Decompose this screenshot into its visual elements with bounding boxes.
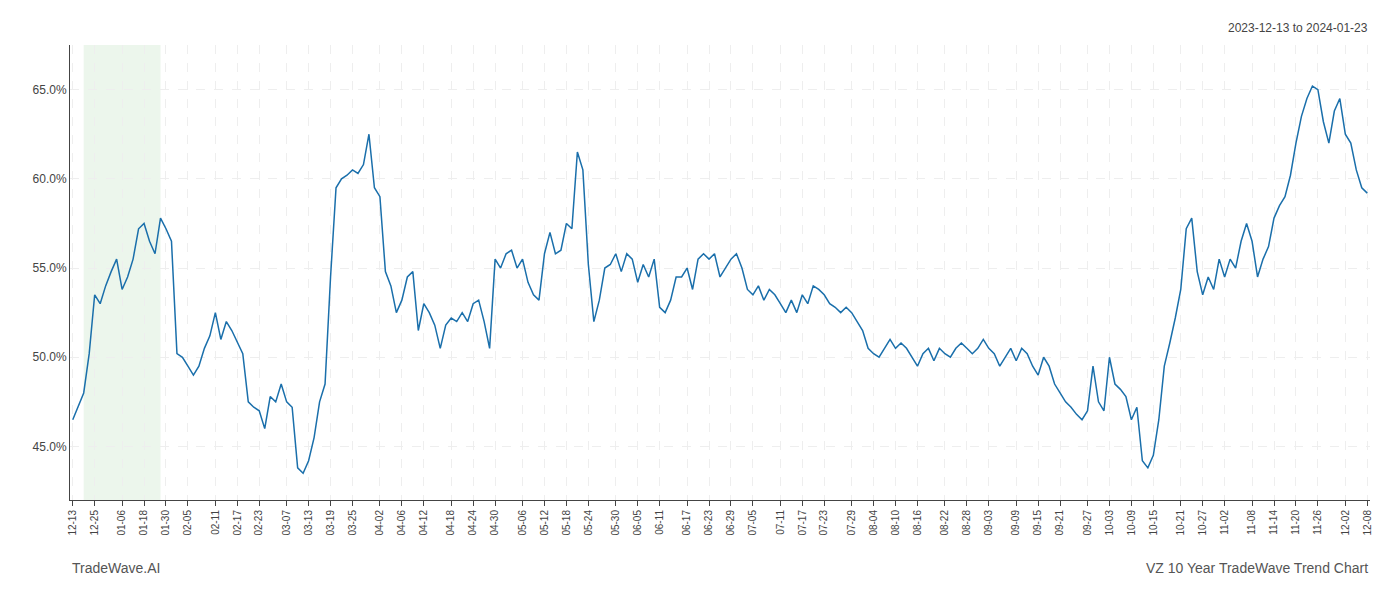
svg-text:08-22: 08-22 (939, 510, 950, 536)
svg-text:10-09: 10-09 (1126, 510, 1137, 536)
svg-text:12-02: 12-02 (1340, 510, 1351, 536)
svg-text:05-24: 05-24 (583, 510, 594, 536)
svg-text:07-29: 07-29 (846, 510, 857, 536)
svg-text:65.0%: 65.0% (33, 83, 67, 97)
svg-text:04-06: 04-06 (396, 510, 407, 536)
svg-text:60.0%: 60.0% (33, 172, 67, 186)
svg-text:10-03: 10-03 (1104, 510, 1115, 536)
svg-text:04-02: 04-02 (374, 510, 385, 536)
svg-text:03-13: 03-13 (303, 510, 314, 536)
svg-text:50.0%: 50.0% (33, 350, 67, 364)
svg-text:06-17: 06-17 (681, 510, 692, 536)
svg-text:09-03: 09-03 (983, 510, 994, 536)
svg-text:55.0%: 55.0% (33, 261, 67, 275)
svg-text:45.0%: 45.0% (33, 440, 67, 454)
svg-text:04-12: 04-12 (418, 510, 429, 536)
svg-text:11-20: 11-20 (1290, 510, 1301, 535)
svg-text:11-08: 11-08 (1246, 510, 1257, 535)
svg-text:08-10: 08-10 (890, 510, 901, 536)
svg-text:05-18: 05-18 (561, 510, 572, 536)
svg-text:06-11: 06-11 (654, 510, 665, 535)
svg-text:07-17: 07-17 (797, 510, 808, 536)
svg-text:09-21: 09-21 (1054, 510, 1065, 536)
svg-text:10-15: 10-15 (1148, 510, 1159, 536)
svg-text:03-07: 03-07 (281, 510, 292, 536)
svg-text:09-09: 09-09 (1010, 510, 1021, 536)
svg-text:02-23: 02-23 (253, 510, 264, 536)
svg-text:08-16: 08-16 (912, 510, 923, 536)
svg-text:07-05: 07-05 (747, 510, 758, 536)
svg-text:10-21: 10-21 (1175, 510, 1186, 536)
svg-text:12-08: 12-08 (1362, 510, 1373, 536)
svg-text:09-27: 09-27 (1082, 510, 1093, 536)
svg-text:03-25: 03-25 (347, 510, 358, 536)
svg-text:12-25: 12-25 (89, 510, 100, 536)
svg-text:05-30: 05-30 (610, 510, 621, 536)
svg-text:04-30: 04-30 (489, 510, 500, 536)
svg-text:06-29: 06-29 (725, 510, 736, 536)
svg-text:11-26: 11-26 (1312, 510, 1323, 535)
svg-text:07-11: 07-11 (775, 510, 786, 535)
svg-text:2023-12-13 to 2024-01-23: 2023-12-13 to 2024-01-23 (1228, 21, 1368, 35)
svg-text:05-12: 05-12 (539, 510, 550, 536)
svg-text:04-18: 04-18 (445, 510, 456, 536)
svg-text:03-19: 03-19 (325, 510, 336, 536)
svg-text:01-30: 01-30 (160, 510, 171, 536)
svg-text:10-27: 10-27 (1197, 510, 1208, 536)
svg-text:02-05: 02-05 (182, 510, 193, 536)
svg-text:09-15: 09-15 (1032, 510, 1043, 536)
svg-text:02-17: 02-17 (232, 510, 243, 536)
svg-text:01-06: 01-06 (116, 510, 127, 536)
svg-text:TradeWave.AI: TradeWave.AI (72, 560, 160, 576)
svg-text:06-23: 06-23 (703, 510, 714, 536)
svg-text:07-23: 07-23 (818, 510, 829, 536)
svg-text:08-28: 08-28 (961, 510, 972, 536)
svg-text:06-05: 06-05 (632, 510, 643, 536)
svg-text:11-02: 11-02 (1219, 510, 1230, 535)
svg-text:05-06: 05-06 (517, 510, 528, 536)
svg-text:02-11: 02-11 (210, 510, 221, 535)
svg-text:VZ 10 Year TradeWave Trend Cha: VZ 10 Year TradeWave Trend Chart (1146, 560, 1368, 576)
svg-text:01-18: 01-18 (138, 510, 149, 536)
svg-text:11-14: 11-14 (1268, 510, 1279, 535)
svg-text:12-13: 12-13 (67, 510, 78, 536)
svg-text:04-24: 04-24 (467, 510, 478, 536)
svg-text:08-04: 08-04 (868, 510, 879, 536)
